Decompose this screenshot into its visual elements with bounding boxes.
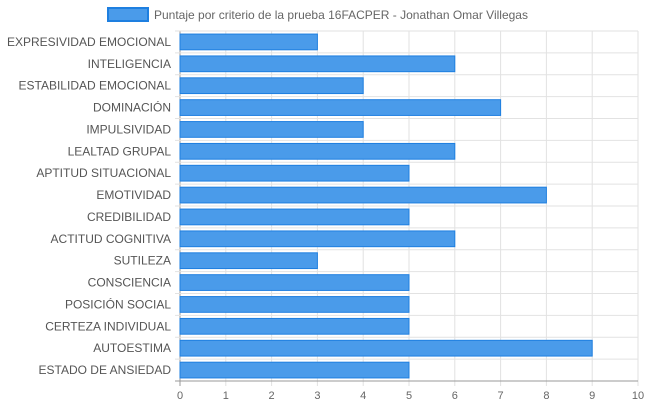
legend-swatch[interactable] bbox=[107, 7, 149, 22]
x-tick-label: 10 bbox=[632, 390, 644, 402]
bar[interactable] bbox=[179, 361, 410, 379]
x-tick-label: 2 bbox=[269, 390, 275, 402]
category-label: IMPULSIVIDAD bbox=[86, 122, 171, 136]
bar[interactable] bbox=[179, 208, 410, 226]
x-tick-label: 9 bbox=[589, 390, 595, 402]
x-tick-label: 7 bbox=[498, 390, 504, 402]
x-tick-label: 3 bbox=[314, 390, 320, 402]
category-labels: EXPRESIVIDAD EMOCIONAL INTELIGENCIA ESTABI… bbox=[7, 35, 171, 377]
x-tick-label: 4 bbox=[360, 390, 366, 402]
category-label: ACTITUD COGNITIVA bbox=[51, 232, 171, 246]
bar[interactable] bbox=[179, 121, 364, 138]
bar[interactable] bbox=[179, 274, 410, 291]
category-label: SUTILEZA bbox=[114, 254, 171, 268]
x-axis-tick-labels: 0 1 2 3 4 5 6 7 8 9 10 bbox=[177, 390, 644, 402]
category-label: CREDIBILIDAD bbox=[87, 210, 171, 224]
x-tick-label: 5 bbox=[406, 390, 412, 402]
x-tick-label: 0 bbox=[177, 390, 183, 402]
legend[interactable]: Puntaje por criterio de la prueba 16FACP… bbox=[107, 7, 528, 22]
bar[interactable] bbox=[179, 99, 502, 116]
bars bbox=[179, 33, 593, 379]
bar[interactable] bbox=[179, 252, 318, 270]
bar[interactable] bbox=[179, 317, 410, 335]
category-label: EXPRESIVIDAD EMOCIONAL bbox=[7, 35, 171, 49]
category-label: AUTOESTIMA bbox=[93, 341, 171, 355]
x-tick-label: 8 bbox=[543, 390, 549, 402]
category-label: ESTADO DE ANSIEDAD bbox=[39, 363, 172, 377]
category-label: CERTEZA INDIVIDUAL bbox=[45, 319, 171, 333]
category-label: CONSCIENCIA bbox=[88, 276, 171, 290]
category-label: ESTABILIDAD EMOCIONAL bbox=[19, 79, 172, 93]
bar[interactable] bbox=[179, 33, 318, 51]
bar[interactable] bbox=[179, 77, 364, 95]
legend-label[interactable]: Puntaje por criterio de la prueba 16FACP… bbox=[154, 8, 528, 22]
bar[interactable] bbox=[179, 186, 547, 204]
category-label: POSICIÓN SOCIAL bbox=[65, 296, 171, 311]
x-tick-label: 1 bbox=[223, 390, 229, 402]
category-label: EMOTIVIDAD bbox=[96, 188, 171, 202]
x-tick-label: 6 bbox=[452, 390, 458, 402]
grid-lines bbox=[175, 30, 639, 386]
category-label: APTITUD SITUACIONAL bbox=[36, 166, 171, 180]
bar[interactable] bbox=[179, 296, 410, 313]
bar[interactable] bbox=[179, 55, 456, 73]
bar[interactable] bbox=[179, 339, 593, 357]
category-label: DOMINACIÓN bbox=[93, 100, 171, 115]
category-label: LEALTAD GRUPAL bbox=[68, 144, 172, 158]
bar[interactable] bbox=[179, 142, 456, 160]
bar[interactable] bbox=[179, 164, 410, 182]
bar[interactable] bbox=[179, 230, 456, 248]
category-label: INTELIGENCIA bbox=[88, 57, 171, 71]
